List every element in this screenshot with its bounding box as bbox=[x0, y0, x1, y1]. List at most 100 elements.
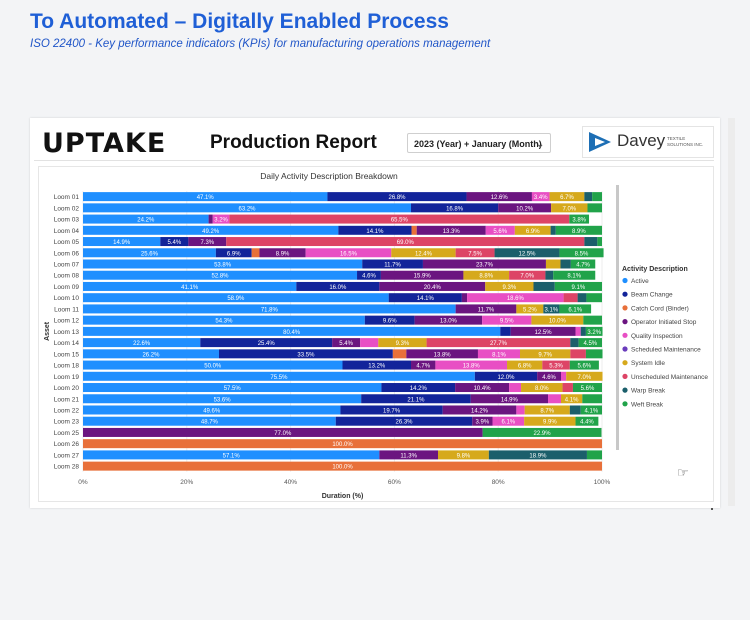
data-label: 12.0% bbox=[497, 375, 515, 381]
data-label: 5.6% bbox=[581, 386, 595, 392]
data-label: 5.4% bbox=[168, 240, 182, 246]
bar-segment bbox=[83, 394, 362, 404]
bar-segment bbox=[388, 293, 462, 303]
bar-segment bbox=[332, 338, 361, 348]
data-label: 6.7% bbox=[560, 195, 574, 201]
bar-segment bbox=[559, 248, 604, 258]
bar-segment bbox=[360, 338, 379, 348]
chart-scrollbar bbox=[616, 185, 619, 450]
bar-segment bbox=[492, 416, 525, 426]
data-label: 9.6% bbox=[383, 319, 397, 325]
data-label: 53.6% bbox=[214, 397, 232, 403]
x-tick-label: 40% bbox=[284, 479, 297, 486]
legend-marker bbox=[622, 346, 628, 352]
bar-segment bbox=[83, 225, 339, 235]
bar-segment bbox=[83, 248, 216, 258]
chart-title: Daily Activity Description Breakdown bbox=[260, 171, 398, 181]
hand-cursor-icon: ☞ bbox=[677, 465, 689, 480]
bar-segment bbox=[455, 248, 495, 258]
bar-segment bbox=[83, 338, 201, 348]
bar-segment bbox=[338, 225, 412, 235]
bar-segment bbox=[586, 293, 602, 303]
legend-entry: Scheduled Maintenance bbox=[631, 347, 701, 354]
data-label: 4.7% bbox=[576, 262, 590, 268]
data-label: 4.1% bbox=[565, 397, 579, 403]
bar-segment bbox=[521, 383, 563, 393]
data-label: 57.1% bbox=[223, 453, 241, 459]
data-label: 47.1% bbox=[197, 195, 215, 201]
y-tick-label: Loom 09 bbox=[54, 284, 80, 291]
data-label: 5.3% bbox=[549, 364, 563, 370]
bar-segment bbox=[586, 450, 602, 460]
data-label: 16.8% bbox=[446, 206, 464, 212]
bar-segment bbox=[461, 293, 468, 303]
y-tick-label: Loom 03 bbox=[54, 217, 80, 224]
y-tick-label: Loom 25 bbox=[54, 430, 80, 437]
data-label: 14.1% bbox=[417, 296, 435, 302]
bar-segment bbox=[585, 326, 603, 336]
bar-segment bbox=[83, 237, 161, 247]
data-label: 10.0% bbox=[549, 319, 567, 325]
data-label: 8.1% bbox=[492, 352, 506, 358]
bar-segment bbox=[422, 259, 546, 269]
bar-segment bbox=[83, 293, 389, 303]
bar-segment bbox=[83, 192, 328, 202]
data-label: 49.2% bbox=[202, 229, 220, 235]
data-label: 7.0% bbox=[520, 274, 534, 280]
bar-segment bbox=[470, 394, 549, 404]
legend-marker bbox=[622, 401, 628, 407]
bar-segment bbox=[575, 416, 599, 426]
bar-segment bbox=[160, 237, 189, 247]
y-tick-label: Loom 28 bbox=[54, 464, 80, 471]
legend-entry: Weft Break bbox=[631, 401, 664, 408]
bar-segment bbox=[580, 405, 602, 415]
bar-segment bbox=[335, 416, 473, 426]
data-label: 6.1% bbox=[568, 307, 582, 313]
bar-segment bbox=[516, 405, 525, 415]
data-label: 75.5% bbox=[270, 375, 288, 381]
data-label: 80.4% bbox=[283, 330, 301, 336]
data-label: 21.1% bbox=[407, 397, 425, 403]
data-label: 50.0% bbox=[204, 364, 222, 370]
y-tick-label: Loom 18 bbox=[54, 363, 80, 370]
bar-segment bbox=[570, 349, 586, 359]
data-label: 6.1% bbox=[501, 420, 515, 426]
bar-segment bbox=[494, 248, 560, 258]
bar-segment bbox=[566, 371, 603, 381]
bar-segment bbox=[364, 315, 415, 325]
bar-segment bbox=[83, 450, 380, 460]
date-slicer[interactable]: 2023 (Year) + January (Month) ⌄ bbox=[407, 133, 551, 153]
bar-segment bbox=[584, 237, 598, 247]
bar-segment bbox=[560, 394, 583, 404]
data-label: 12.4% bbox=[415, 251, 433, 257]
bar-segment bbox=[560, 371, 567, 381]
bar-segment bbox=[83, 383, 382, 393]
bar-segment bbox=[542, 360, 570, 370]
data-label: 4.5% bbox=[583, 341, 597, 347]
legend-entry: Unscheduled Maintenance bbox=[631, 374, 708, 381]
bar-segment bbox=[83, 371, 475, 381]
legend-marker bbox=[622, 360, 628, 366]
bar-segment bbox=[212, 214, 230, 224]
bar-segment bbox=[83, 360, 343, 370]
bar-segment bbox=[305, 248, 392, 258]
bar-segment bbox=[510, 326, 576, 336]
bar-segment bbox=[83, 416, 336, 426]
data-label: 33.5% bbox=[297, 352, 315, 358]
bar-segment bbox=[83, 405, 341, 415]
data-label: 41.1% bbox=[181, 285, 199, 291]
data-label: 53.8% bbox=[214, 262, 232, 268]
bar-segment bbox=[545, 270, 554, 280]
bar-segment bbox=[327, 192, 467, 202]
x-tick-label: 20% bbox=[180, 479, 193, 486]
bar-segment bbox=[411, 225, 417, 235]
data-label: 4.1% bbox=[585, 408, 599, 414]
data-label: 8.9% bbox=[276, 251, 290, 257]
bar-segment bbox=[226, 237, 585, 247]
data-label: 6.8% bbox=[518, 364, 532, 370]
y-tick-label: Loom 07 bbox=[54, 261, 80, 268]
bar-segment bbox=[83, 214, 209, 224]
chevron-down-icon[interactable]: ⌄ bbox=[536, 139, 544, 149]
data-label: 5.4% bbox=[339, 341, 353, 347]
data-label: 100.0% bbox=[332, 442, 353, 448]
